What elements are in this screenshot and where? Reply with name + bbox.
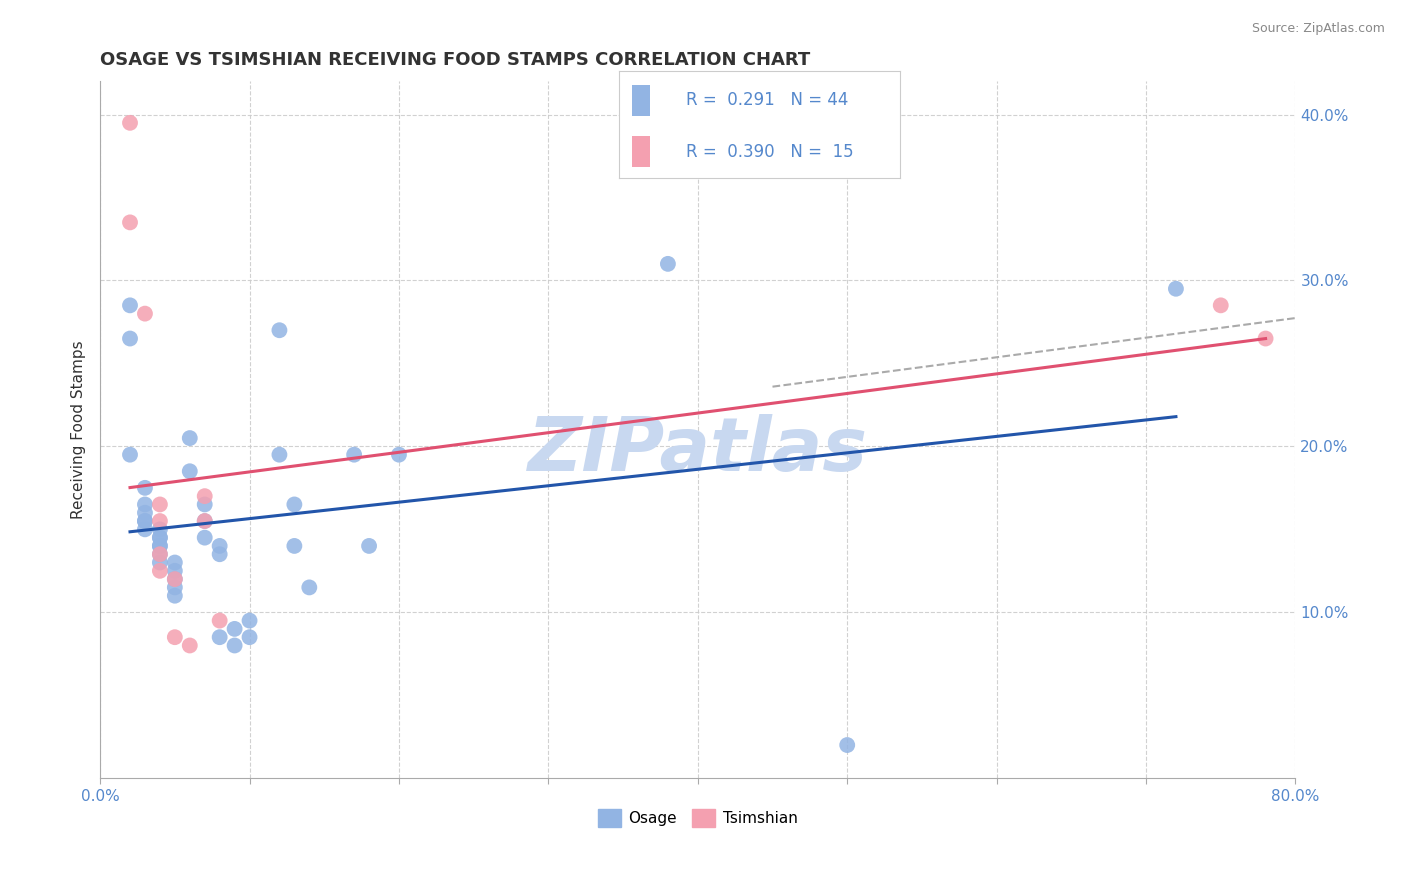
Text: Source: ZipAtlas.com: Source: ZipAtlas.com <box>1251 22 1385 36</box>
Point <box>208 614 231 628</box>
Point <box>163 630 186 644</box>
Point <box>238 614 260 628</box>
Point <box>149 498 172 512</box>
Point <box>269 323 291 337</box>
Point <box>194 498 217 512</box>
Point <box>134 481 156 495</box>
Point <box>224 639 246 653</box>
Point <box>118 116 141 130</box>
Point <box>134 498 156 512</box>
Point <box>1254 332 1277 346</box>
Point <box>194 531 217 545</box>
Text: OSAGE VS TSIMSHIAN RECEIVING FOOD STAMPS CORRELATION CHART: OSAGE VS TSIMSHIAN RECEIVING FOOD STAMPS… <box>100 51 810 69</box>
Point <box>298 581 321 595</box>
Point <box>118 215 141 229</box>
Point <box>134 514 156 528</box>
Point <box>657 257 679 271</box>
Point <box>283 498 305 512</box>
Point <box>118 448 141 462</box>
Point <box>359 539 381 553</box>
Point <box>194 514 217 528</box>
Point <box>149 556 172 570</box>
Point <box>194 489 217 503</box>
Point <box>1164 282 1187 296</box>
Point <box>149 531 172 545</box>
Point <box>269 448 291 462</box>
Point <box>118 298 141 312</box>
Point <box>163 572 186 586</box>
Point <box>179 431 201 445</box>
Point <box>134 506 156 520</box>
Point <box>149 531 172 545</box>
Point <box>163 556 186 570</box>
Point <box>149 539 172 553</box>
Point <box>208 630 231 644</box>
Point <box>149 564 172 578</box>
Point <box>149 514 172 528</box>
Point <box>149 547 172 561</box>
Point <box>163 589 186 603</box>
Point <box>134 514 156 528</box>
Point <box>208 547 231 561</box>
Point <box>118 332 141 346</box>
Point <box>837 738 859 752</box>
Point <box>388 448 411 462</box>
Point <box>283 539 305 553</box>
Legend: Osage, Tsimshian: Osage, Tsimshian <box>592 803 804 833</box>
Point <box>208 539 231 553</box>
Y-axis label: Receiving Food Stamps: Receiving Food Stamps <box>72 341 86 519</box>
Point <box>343 448 366 462</box>
Text: R =  0.390   N =  15: R = 0.390 N = 15 <box>686 143 853 161</box>
Text: R =  0.291   N = 44: R = 0.291 N = 44 <box>686 91 848 109</box>
Point <box>224 622 246 636</box>
Point <box>194 514 217 528</box>
Point <box>149 522 172 536</box>
Point <box>134 522 156 536</box>
Point <box>1209 298 1232 312</box>
Point <box>163 572 186 586</box>
Point <box>163 581 186 595</box>
Point <box>134 307 156 321</box>
Point <box>179 464 201 478</box>
Text: ZIPatlas: ZIPatlas <box>527 414 868 487</box>
Point <box>179 639 201 653</box>
Point <box>149 539 172 553</box>
Point <box>238 630 260 644</box>
Point <box>163 564 186 578</box>
Point <box>149 547 172 561</box>
